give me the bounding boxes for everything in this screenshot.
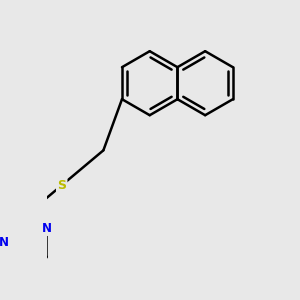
Text: N: N — [0, 236, 9, 249]
Text: N: N — [41, 222, 52, 236]
Text: S: S — [57, 179, 66, 192]
